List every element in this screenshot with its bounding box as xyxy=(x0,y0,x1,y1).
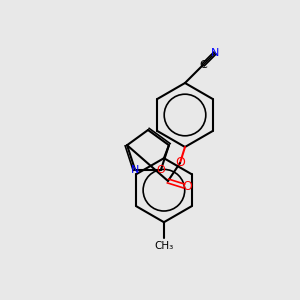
Text: O: O xyxy=(175,157,185,169)
Text: N: N xyxy=(131,165,139,175)
Text: CH₃: CH₃ xyxy=(154,241,173,251)
Text: C: C xyxy=(199,60,207,70)
Text: O: O xyxy=(182,179,192,193)
Text: O: O xyxy=(157,165,165,175)
Text: N: N xyxy=(211,48,219,58)
